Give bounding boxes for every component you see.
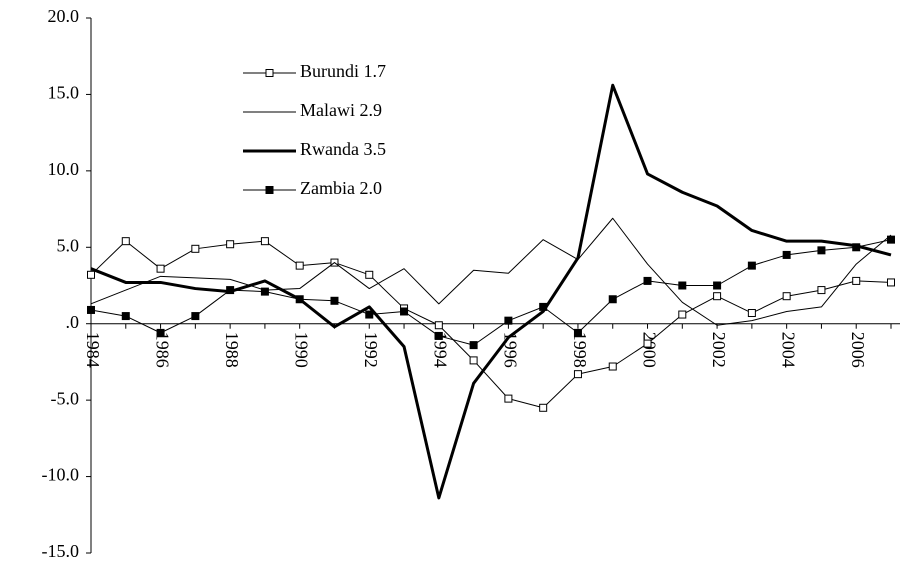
marker <box>852 276 861 285</box>
marker <box>887 235 895 244</box>
legend-label: Rwanda 3.5 <box>300 139 386 159</box>
marker <box>539 302 548 311</box>
series-line <box>90 217 892 326</box>
x-tick-label: 2000 <box>639 332 659 368</box>
marker <box>156 264 165 273</box>
marker <box>156 328 165 337</box>
x-tick-label: 1994 <box>431 332 451 368</box>
x-tick-label: 1984 <box>83 332 103 368</box>
x-tick-label: 1990 <box>292 332 312 368</box>
marker <box>747 261 756 270</box>
marker <box>573 370 582 379</box>
series-line <box>90 83 892 500</box>
marker <box>260 237 269 246</box>
marker <box>782 292 791 301</box>
marker <box>365 270 374 279</box>
series-line <box>90 240 892 409</box>
series-line <box>90 239 892 346</box>
x-tick-label: 1986 <box>152 332 172 368</box>
y-tick-label: -15.0 <box>42 541 80 561</box>
x-tick-label: 1998 <box>570 332 590 368</box>
marker <box>295 295 304 304</box>
marker <box>713 292 722 301</box>
marker <box>643 276 652 285</box>
y-tick-label: .0 <box>66 312 80 332</box>
x-tick-label: 2006 <box>848 332 868 368</box>
marker <box>504 394 513 403</box>
marker <box>226 240 235 249</box>
y-tick-label: 5.0 <box>57 235 80 255</box>
marker <box>887 278 895 287</box>
legend-marker <box>265 69 274 77</box>
marker <box>87 305 95 314</box>
marker <box>121 237 130 246</box>
marker <box>608 362 617 371</box>
y-tick-label: 10.0 <box>48 159 80 179</box>
marker <box>295 261 304 270</box>
x-tick-label: 2004 <box>779 332 799 368</box>
x-tick-label: 1992 <box>361 332 381 368</box>
y-tick-label: 20.0 <box>48 6 80 26</box>
marker <box>573 328 582 337</box>
marker <box>747 309 756 318</box>
marker <box>817 286 826 295</box>
marker <box>226 286 235 295</box>
marker <box>852 243 861 252</box>
marker <box>330 296 339 305</box>
marker <box>539 403 548 412</box>
legend-label: Malawi 2.9 <box>300 100 382 120</box>
marker <box>191 312 200 321</box>
marker <box>400 307 409 316</box>
marker <box>469 356 478 365</box>
x-tick-label: 1988 <box>222 332 242 368</box>
legend-label: Burundi 1.7 <box>300 61 386 81</box>
marker <box>469 341 478 350</box>
marker <box>643 339 652 348</box>
marker <box>121 312 130 321</box>
marker <box>504 316 513 325</box>
y-tick-label: -10.0 <box>42 465 80 485</box>
marker <box>817 246 826 255</box>
marker <box>713 281 722 290</box>
legend-marker <box>265 186 274 194</box>
y-tick-label: -5.0 <box>51 388 80 408</box>
marker <box>678 281 687 290</box>
legend-label: Zambia 2.0 <box>300 178 382 198</box>
marker <box>608 295 617 304</box>
marker <box>87 270 95 279</box>
marker <box>782 250 791 259</box>
marker <box>434 331 443 340</box>
y-tick-label: 15.0 <box>48 83 80 103</box>
marker <box>434 321 443 330</box>
x-tick-label: 2002 <box>709 332 729 368</box>
marker <box>365 310 374 319</box>
marker <box>191 244 200 253</box>
marker <box>260 287 269 296</box>
marker <box>678 310 687 319</box>
